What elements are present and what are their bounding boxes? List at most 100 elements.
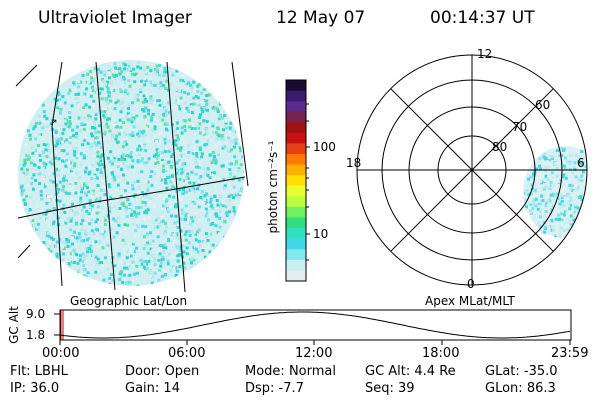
- polar-pixel: [573, 190, 577, 194]
- image-pixel: [145, 211, 149, 215]
- polar-pixel: [569, 214, 573, 218]
- image-pixel: [207, 93, 211, 97]
- image-pixel: [133, 272, 136, 276]
- image-pixel: [117, 223, 121, 227]
- image-pixel: [123, 273, 127, 277]
- image-pixel: [188, 181, 192, 185]
- image-pixel: [174, 184, 178, 188]
- image-pixel: [88, 146, 92, 150]
- image-pixel: [228, 140, 232, 144]
- colorbar: [285, 79, 310, 282]
- image-pixel: [157, 81, 161, 85]
- polar-pixel: [560, 153, 564, 157]
- image-pixel: [64, 179, 68, 183]
- image-pixel: [71, 252, 75, 256]
- polar-pixel: [551, 193, 555, 197]
- image-pixel: [101, 77, 104, 81]
- image-pixel: [156, 99, 160, 103]
- image-pixel: [154, 181, 158, 185]
- image-pixel: [186, 109, 190, 113]
- image-pixel: [176, 254, 180, 258]
- image-pixel: [223, 235, 227, 239]
- image-pixel: [192, 248, 196, 252]
- image-pixel: [129, 254, 133, 258]
- image-pixel: [69, 136, 73, 139]
- image-pixel: [173, 114, 177, 117]
- image-pixel: [180, 208, 184, 212]
- image-pixel: [131, 219, 135, 223]
- image-pixel: [135, 215, 139, 219]
- polar-pixel: [588, 172, 591, 175]
- polar-pixel: [584, 164, 587, 168]
- image-pixel: [195, 196, 199, 200]
- image-pixel: [153, 258, 157, 262]
- image-pixel: [56, 173, 60, 177]
- image-pixel: [205, 142, 209, 146]
- image-pixel: [227, 210, 231, 214]
- image-pixel: [78, 247, 82, 251]
- image-pixel: [136, 160, 140, 164]
- polar-pixel: [590, 210, 593, 213]
- polar-pixel: [559, 188, 562, 191]
- image-pixel: [183, 128, 187, 132]
- image-pixel: [221, 201, 225, 205]
- polar-pixel: [560, 212, 564, 216]
- image-pixel: [94, 270, 98, 274]
- image-pixel: [123, 138, 127, 142]
- image-pixel: [135, 172, 139, 176]
- polar-pixel: [563, 167, 567, 171]
- image-pixel: [131, 131, 135, 135]
- image-pixel: [20, 173, 24, 177]
- image-pixel: [102, 262, 106, 266]
- image-pixel: [164, 109, 168, 113]
- image-pixel: [136, 125, 140, 129]
- image-pixel: [22, 163, 26, 167]
- image-pixel: [187, 81, 191, 85]
- image-pixel: [125, 142, 129, 146]
- polar-pixel: [558, 230, 562, 234]
- image-pixel: [217, 232, 221, 236]
- image-pixel: [83, 268, 87, 272]
- image-pixel: [53, 111, 57, 115]
- image-pixel: [174, 101, 178, 105]
- image-pixel: [164, 172, 168, 175]
- image-pixel: [210, 232, 213, 236]
- image-pixel: [82, 156, 86, 160]
- polar-pixel: [533, 187, 537, 191]
- image-pixel: [23, 161, 27, 165]
- image-pixel: [174, 143, 178, 147]
- image-pixel: [153, 263, 157, 267]
- image-pixel: [175, 161, 179, 165]
- image-pixel: [144, 106, 148, 110]
- image-pixel: [226, 139, 230, 143]
- image-pixel: [100, 87, 104, 91]
- image-pixel: [94, 136, 98, 140]
- mlat-label-80: 80: [492, 140, 508, 154]
- image-pixel: [119, 275, 123, 279]
- image-pixel: [193, 132, 197, 136]
- polar-pixel: [563, 169, 567, 173]
- image-pixel: [104, 107, 108, 111]
- image-pixel: [121, 100, 125, 104]
- image-pixel: [180, 138, 184, 141]
- image-pixel: [143, 68, 147, 71]
- image-pixel: [135, 95, 139, 99]
- image-pixel: [141, 157, 144, 161]
- image-pixel: [95, 211, 99, 215]
- image-pixel: [209, 138, 213, 142]
- altitude-plot: [54, 309, 572, 345]
- polar-pixel: [574, 154, 578, 157]
- image-pixel: [174, 167, 178, 171]
- image-pixel: [132, 250, 136, 254]
- image-pixel: [214, 161, 218, 165]
- polar-pixel: [569, 165, 573, 169]
- image-pixel: [159, 191, 163, 195]
- image-pixel: [73, 230, 77, 234]
- image-pixel: [38, 158, 42, 162]
- image-pixel: [198, 116, 202, 120]
- image-pixel: [192, 88, 196, 92]
- image-pixel: [101, 264, 105, 268]
- image-pixel: [109, 82, 113, 86]
- image-pixel: [79, 199, 83, 203]
- polar-pixel: [569, 222, 573, 226]
